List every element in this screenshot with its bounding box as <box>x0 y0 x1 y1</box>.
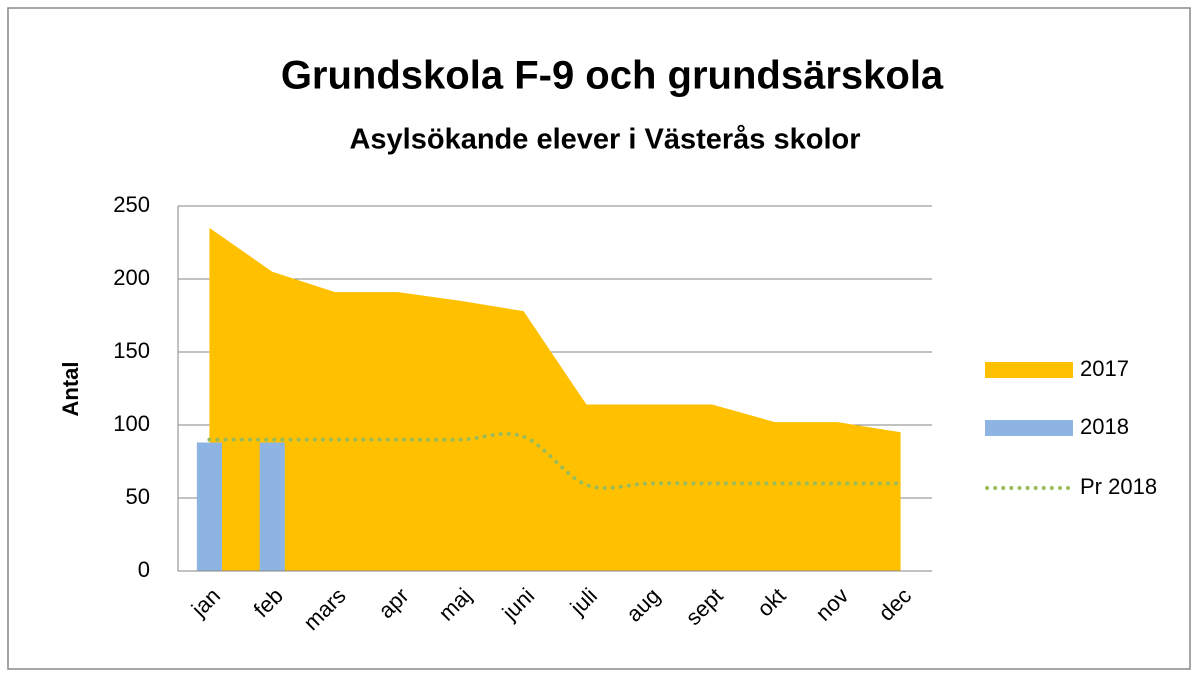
y-tick-label: 200 <box>113 265 150 290</box>
y-tick-label: 150 <box>113 338 150 363</box>
y-tick-label: 0 <box>138 557 150 582</box>
legend-swatch <box>985 420 1073 436</box>
y-axis-title: Antal <box>58 362 83 417</box>
chart-subtitle: Asylsökande elever i Västerås skolor <box>349 124 860 156</box>
bar <box>259 442 285 571</box>
legend-label: 2018 <box>1080 414 1129 439</box>
chart-title: Grundskola F-9 och grundsärskola <box>281 54 944 98</box>
legend-label: 2017 <box>1080 356 1129 381</box>
legend-label: Pr 2018 <box>1080 474 1157 499</box>
y-tick-label: 100 <box>113 411 150 436</box>
legend-swatch <box>985 362 1073 378</box>
y-tick-label: 50 <box>126 484 150 509</box>
area-2017 <box>209 227 901 571</box>
line-pr-2018 <box>207 431 903 490</box>
y-tick-label: 250 <box>113 192 150 217</box>
bar <box>196 442 222 571</box>
